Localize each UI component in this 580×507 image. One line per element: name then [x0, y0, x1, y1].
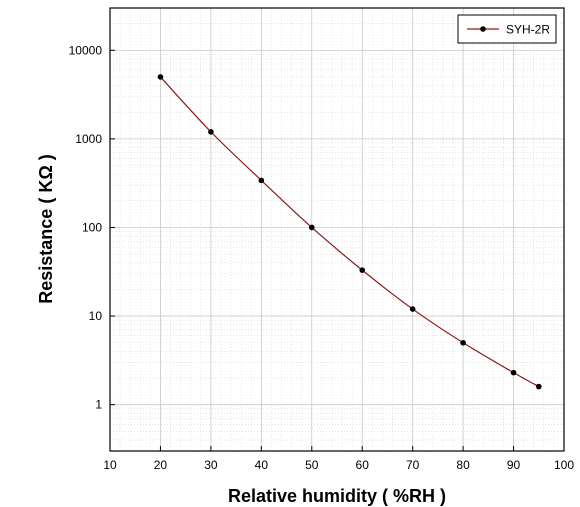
x-tick-label: 70 — [406, 458, 420, 472]
y-tick-label: 100 — [82, 220, 102, 234]
plot-frame — [109, 7, 565, 452]
y-tick-label: 1 — [95, 398, 102, 412]
data-point — [359, 267, 366, 273]
data-point — [535, 383, 542, 390]
x-tick-label: 30 — [204, 458, 218, 472]
y-tick-label: 10 — [89, 309, 103, 323]
data-point — [258, 177, 265, 184]
plot-area-background — [110, 8, 564, 451]
series-layer — [157, 74, 542, 390]
series-line — [160, 76, 540, 388]
x-tick-label: 20 — [154, 458, 168, 472]
data-point — [308, 224, 315, 231]
y-tick-label: 10000 — [69, 43, 103, 57]
data-point — [460, 339, 466, 346]
data-point — [208, 129, 214, 135]
x-tick-label: 10 — [103, 458, 117, 472]
x-tick-label: 80 — [456, 458, 470, 472]
data-point — [157, 74, 164, 80]
x-tick-label: 40 — [255, 458, 269, 472]
x-axis: 10 20 30 40 50 60 70 80 90 100 — [103, 446, 574, 472]
x-tick-label: 50 — [305, 458, 319, 472]
major-gridlines — [110, 8, 564, 451]
legend: SYH-2R — [457, 14, 557, 44]
x-axis-title: Relative humidity ( %RH ) — [228, 486, 446, 506]
data-point — [409, 306, 416, 312]
y-axis: 1 10 100 1000 10000 — [69, 43, 115, 412]
x-tick-label: 60 — [356, 458, 370, 472]
legend-marker — [480, 26, 486, 32]
y-tick-label: 1000 — [75, 132, 102, 146]
legend-label: SYH-2R — [506, 23, 550, 37]
data-point — [510, 369, 517, 376]
x-tick-label: 100 — [554, 458, 574, 472]
y-axis-title: Resistance ( KΩ ) — [36, 154, 56, 303]
x-tick-label: 90 — [507, 458, 521, 472]
